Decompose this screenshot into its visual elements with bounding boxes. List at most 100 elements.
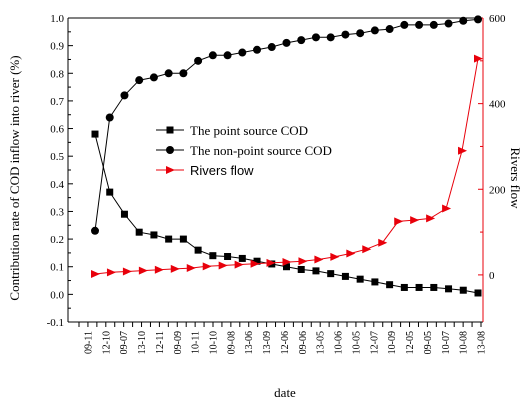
data-point <box>194 56 203 65</box>
legend: The point source COD The non-point source… <box>156 123 332 178</box>
data-point <box>282 38 291 47</box>
y-tick-label: 0.5 <box>50 151 64 163</box>
data-point <box>442 204 452 213</box>
data-point <box>250 259 260 268</box>
x-tick-label: 13-08 <box>477 331 488 354</box>
x-tick-label: 10-08 <box>459 331 470 354</box>
data-point <box>135 228 143 236</box>
x-tick-label: 09-11 <box>83 331 94 354</box>
data-point <box>186 264 196 273</box>
y-tick-label: 1.0 <box>50 13 64 25</box>
data-point <box>459 286 467 294</box>
x-tick-label: 09-05 <box>423 331 434 354</box>
data-point <box>378 238 388 247</box>
x-tick-label: 09-09 <box>173 331 184 354</box>
y-tick-label: 0.6 <box>50 124 64 136</box>
data-point <box>164 69 173 78</box>
y2-tick-label: 600 <box>489 13 506 25</box>
data-point <box>445 285 453 293</box>
data-point <box>283 263 290 271</box>
data-point <box>120 91 129 100</box>
data-point <box>266 258 276 267</box>
data-point <box>444 19 453 28</box>
series-0 <box>91 130 482 297</box>
data-point <box>330 252 340 261</box>
x-axis-label: date <box>274 385 296 400</box>
data-point <box>209 252 217 260</box>
data-point <box>150 231 158 239</box>
data-point <box>370 26 379 35</box>
x-tick-label: 12-10 <box>101 331 112 354</box>
y-tick-label: 0.3 <box>50 206 64 218</box>
data-point <box>297 265 305 273</box>
data-point <box>298 257 308 266</box>
data-point <box>410 216 420 225</box>
data-point <box>267 43 276 52</box>
data-point <box>223 51 232 60</box>
data-point <box>426 214 436 223</box>
x-tick-label: 12-06 <box>280 331 291 354</box>
data-point <box>253 257 261 265</box>
x-tick-label: 13-10 <box>137 331 148 354</box>
data-point <box>105 113 114 122</box>
x-tick-label: 09-07 <box>119 331 130 354</box>
data-point <box>356 29 365 38</box>
series-1 <box>91 15 482 235</box>
data-point <box>282 258 292 267</box>
data-point <box>430 283 438 291</box>
x-tick-label: 10-11 <box>191 331 202 354</box>
y2-axis-label: Rivers flow <box>508 147 523 209</box>
data-point <box>179 235 187 243</box>
data-point <box>238 254 246 262</box>
y-tick-label: 0.1 <box>50 262 64 274</box>
y-tick-label: 0.8 <box>50 68 64 80</box>
data-point <box>311 33 320 42</box>
data-point <box>154 265 164 274</box>
x-tick-label: 10-05 <box>351 331 362 354</box>
legend-marker <box>166 126 174 134</box>
y2-tick-label: 0 <box>489 270 495 282</box>
data-point <box>371 278 379 286</box>
data-point <box>415 20 424 29</box>
x-tick-label: 12-07 <box>369 331 380 354</box>
x-tick-label: 10-07 <box>441 331 452 354</box>
data-point <box>356 275 364 283</box>
data-point <box>194 246 202 254</box>
data-point <box>238 48 247 57</box>
data-point <box>91 130 99 138</box>
y-tick-label: 0.2 <box>50 234 64 246</box>
x-tick-label: 13-05 <box>316 331 327 354</box>
legend-label: Rivers flow <box>190 163 254 178</box>
data-point <box>170 264 180 273</box>
y-axis-label: Contribution rate of COD inflow into riv… <box>7 55 22 300</box>
data-point <box>218 261 228 270</box>
x-tick-label: 10-09 <box>387 331 398 354</box>
series-2 <box>91 54 483 279</box>
data-point <box>202 262 212 271</box>
y-tick-label: 0.4 <box>50 179 64 191</box>
legend-marker <box>166 166 175 174</box>
data-point <box>341 272 349 280</box>
data-point <box>474 54 483 63</box>
data-point <box>385 25 394 34</box>
data-point <box>326 33 335 42</box>
data-point <box>91 270 100 279</box>
x-tick-label: 13-06 <box>244 331 255 354</box>
data-point <box>394 217 404 226</box>
data-point <box>224 253 232 261</box>
data-point <box>341 30 350 39</box>
y-tick-label: 0.0 <box>50 289 64 301</box>
x-tick-label: 09-08 <box>226 331 237 354</box>
legend-label: The non-point source COD <box>190 143 332 158</box>
data-point <box>362 245 372 254</box>
y2-tick-label: 400 <box>489 99 506 111</box>
x-axis: 09-11 12-10 09-07 13-10 12-11 09-09 10-11 10-10… <box>78 322 488 354</box>
data-point <box>346 249 356 258</box>
data-point <box>165 235 173 243</box>
legend-marker <box>166 146 174 154</box>
plot-frame <box>67 17 484 323</box>
y-tick-label: 0.7 <box>50 96 64 108</box>
data-point <box>429 20 438 29</box>
data-point <box>106 268 116 277</box>
data-point <box>135 76 144 85</box>
